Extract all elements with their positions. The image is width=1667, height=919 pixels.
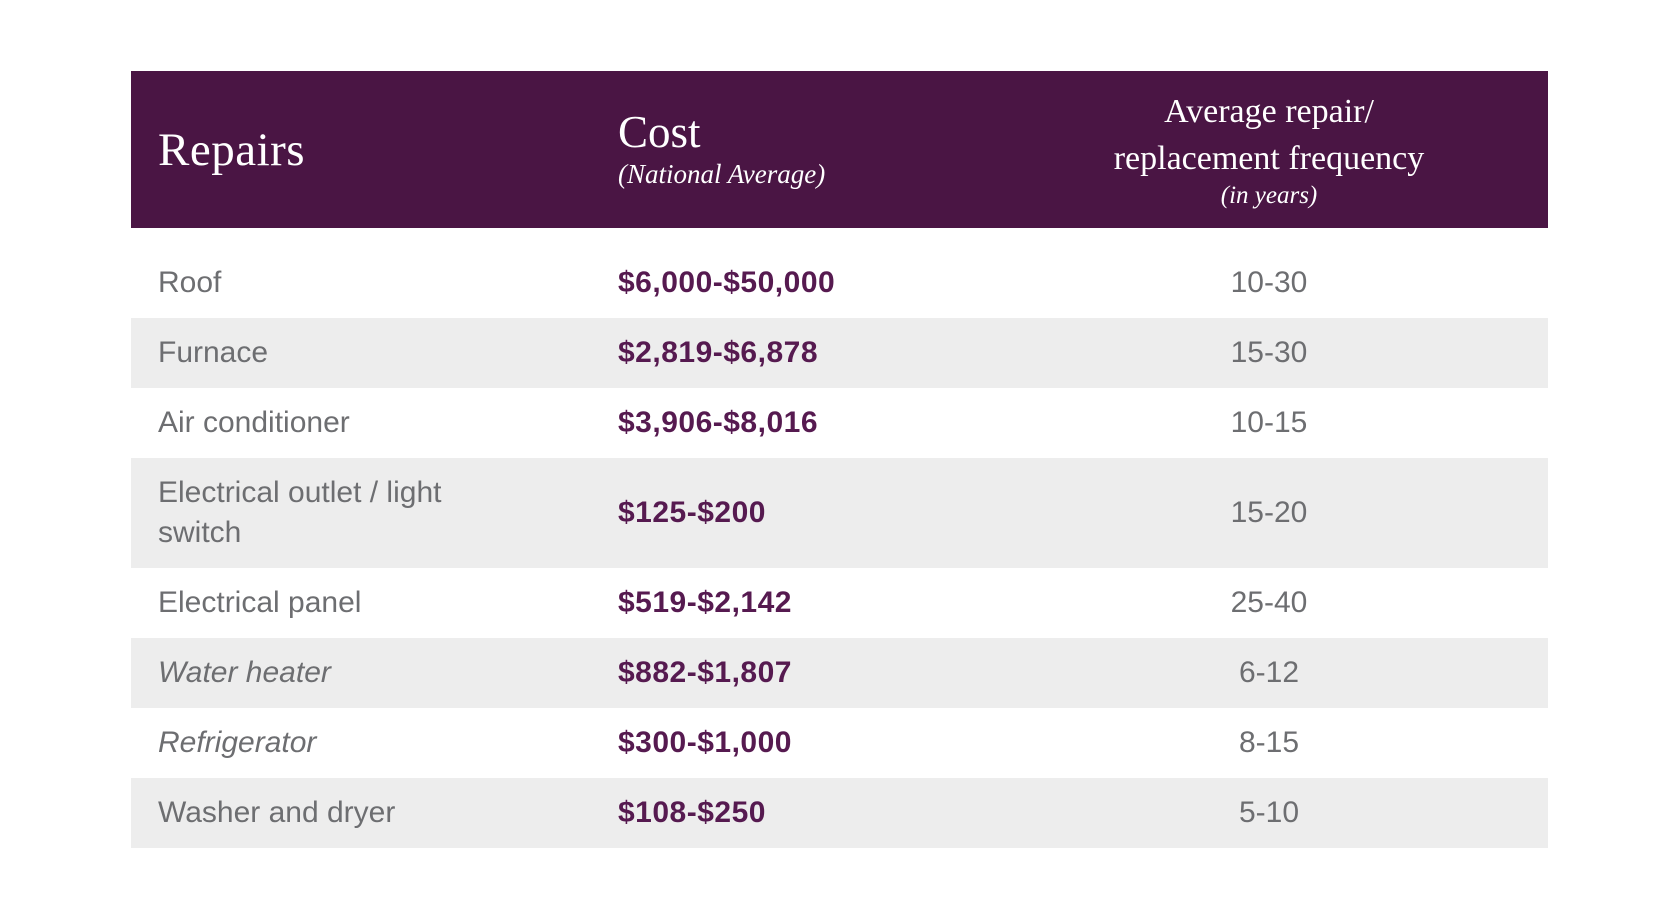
frequency-value: 15-20 <box>1230 496 1308 529</box>
repair-name: Water heater <box>158 656 331 689</box>
table-row: Refrigerator $300-$1,000 8-15 <box>131 708 1548 778</box>
header-cost: Cost (National Average) <box>618 109 990 189</box>
table-row: Electrical outlet / light switch $125-$20… <box>131 458 1548 568</box>
header-frequency: Average repair/ replacement frequency (i… <box>990 89 1548 211</box>
header-cost-label: Cost <box>618 107 701 158</box>
table-row: Water heater $882-$1,807 6-12 <box>131 638 1548 708</box>
table-body: Roof $6,000-$50,000 10-30 Furnace $2,819-$6,… <box>131 248 1548 848</box>
repair-cost-table: Repairs Cost (National Average) Average … <box>131 71 1548 848</box>
repair-name: Roof <box>158 266 222 299</box>
table-row: Roof $6,000-$50,000 10-30 <box>131 248 1548 318</box>
table-row: Washer and dryer $108-$250 5-10 <box>131 778 1548 848</box>
cost-value: $519-$2,142 <box>618 586 792 619</box>
header-repairs-label: Repairs <box>158 123 306 176</box>
repair-name: Furnace <box>158 336 269 369</box>
cost-value: $3,906-$8,016 <box>618 406 819 439</box>
table-header: Repairs Cost (National Average) Average … <box>131 71 1548 228</box>
header-repairs: Repairs <box>131 123 618 177</box>
repair-name: Electrical panel <box>158 586 362 619</box>
table-row: Air conditioner $3,906-$8,016 10-15 <box>131 388 1548 458</box>
header-frequency-line2: replacement frequency <box>1113 139 1425 177</box>
frequency-value: 6-12 <box>1238 656 1300 689</box>
table-row: Furnace $2,819-$6,878 15-30 <box>131 318 1548 388</box>
repair-name: Air conditioner <box>158 406 350 439</box>
frequency-value: 15-30 <box>1230 336 1308 369</box>
header-frequency-subtitle: (in years) <box>1220 182 1318 210</box>
header-cost-subtitle: (National Average) <box>618 158 826 189</box>
repair-name: Refrigerator <box>158 726 317 759</box>
repair-name: Electrical outlet / light switch <box>158 476 442 549</box>
cost-value: $6,000-$50,000 <box>618 266 836 299</box>
frequency-value: 5-10 <box>1238 796 1300 829</box>
cost-value: $108-$250 <box>618 796 766 829</box>
repair-name: Washer and dryer <box>158 796 396 829</box>
cost-value: $300-$1,000 <box>618 726 792 759</box>
frequency-value: 10-15 <box>1230 406 1308 439</box>
frequency-value: 8-15 <box>1238 726 1300 759</box>
header-frequency-line1: Average repair/ <box>1164 92 1374 130</box>
frequency-value: 25-40 <box>1230 586 1308 619</box>
frequency-value: 10-30 <box>1230 266 1308 299</box>
cost-value: $125-$200 <box>618 496 766 529</box>
cost-value: $882-$1,807 <box>618 656 792 689</box>
table-row: Electrical panel $519-$2,142 25-40 <box>131 568 1548 638</box>
cost-value: $2,819-$6,878 <box>618 336 819 369</box>
